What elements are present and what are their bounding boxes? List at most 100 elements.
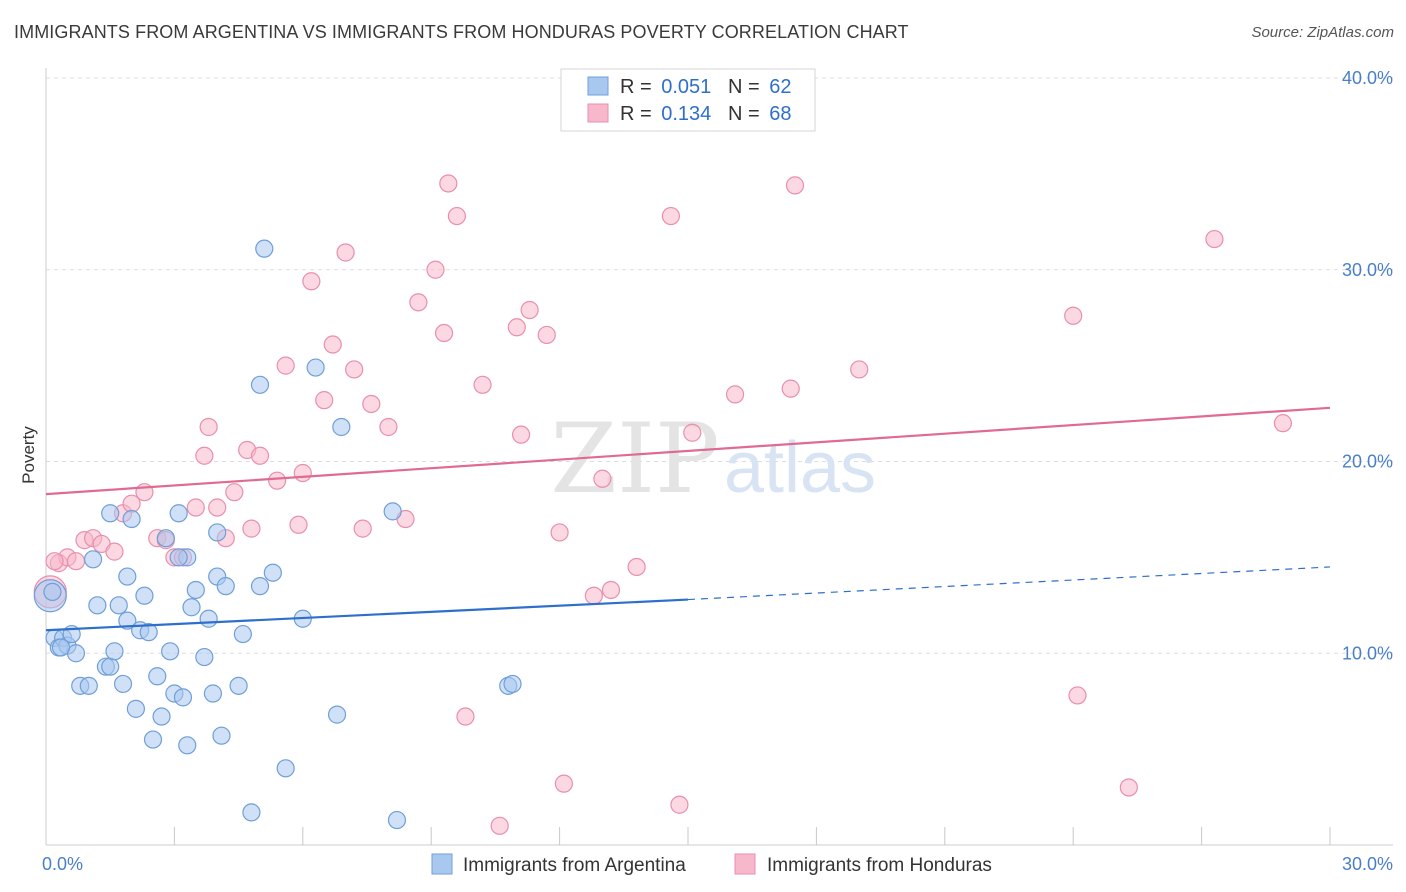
argentina-point: [212, 726, 231, 745]
legend-r-label: R =: [620, 76, 657, 98]
argentina-point: [83, 550, 103, 569]
argentina-point: [79, 676, 98, 695]
bottom-legend-swatch-argentina: [431, 853, 453, 875]
argentina-point: [139, 623, 158, 642]
legend-swatch-honduras: [587, 103, 609, 123]
honduras-point: [550, 523, 569, 542]
honduras-point: [473, 375, 492, 394]
argentina-point: [101, 504, 120, 523]
x-tick-label: 0.0%: [42, 854, 83, 874]
argentina-point: [250, 577, 270, 596]
honduras-point: [105, 542, 124, 561]
argentina-point: [242, 803, 261, 822]
legend-r-label: R =: [620, 103, 657, 125]
argentina-point: [186, 580, 205, 600]
argentina-point: [122, 509, 141, 529]
argentina-point: [113, 674, 133, 694]
honduras-point: [409, 293, 428, 312]
argentina-point: [148, 667, 167, 686]
argentina-point: [105, 642, 124, 661]
honduras-point: [507, 318, 526, 337]
honduras-trend-line: [45, 406, 1331, 496]
argentina-point: [503, 674, 522, 694]
honduras-point: [66, 552, 86, 571]
honduras-point: [293, 463, 312, 483]
honduras-point: [511, 425, 531, 444]
argentina-point: [327, 705, 347, 724]
svg-text:R = 0.134: R = 0.134: [620, 103, 711, 125]
y-tick-label: 10.0%: [1342, 643, 1393, 663]
honduras-point: [785, 176, 805, 195]
honduras-point: [1068, 686, 1087, 705]
honduras-point: [520, 300, 539, 320]
y-tick-label: 40.0%: [1342, 68, 1393, 88]
legend-r-value: 0.051: [661, 76, 711, 98]
grid-lines: [46, 77, 1393, 654]
honduras-point: [447, 206, 466, 226]
honduras-points: [33, 174, 1293, 835]
legend-box: R = 0.051 N = 62 R = 0.134 N = 68: [560, 68, 816, 132]
bottom-legend-swatch-honduras: [734, 853, 756, 875]
argentina-point: [387, 810, 407, 830]
argentina-point: [195, 647, 214, 667]
honduras-point: [490, 816, 509, 835]
watermark: ZIP atlas: [550, 403, 876, 515]
argentina-point: [118, 567, 137, 586]
argentina-point: [208, 523, 227, 542]
argentina-point: [203, 684, 223, 703]
honduras-point: [315, 391, 334, 410]
x-tick-label: 30.0%: [1342, 854, 1393, 874]
legend-n-value: 62: [769, 76, 791, 98]
honduras-point: [426, 260, 445, 279]
argentina-point: [143, 730, 163, 749]
svg-text:N = 62: N = 62: [728, 76, 792, 98]
honduras-point: [1119, 778, 1138, 797]
honduras-point: [225, 483, 244, 502]
argentina-point: [255, 239, 274, 258]
source-label: Source: ZipAtlas.com: [1251, 24, 1394, 41]
honduras-point: [584, 586, 603, 605]
bottom-legend-label-honduras: Immigrants from Honduras: [767, 855, 992, 876]
legend-n-value: 68: [769, 103, 791, 125]
argentina-point: [332, 417, 351, 437]
y-tick-label: 20.0%: [1342, 452, 1393, 472]
honduras-point: [781, 379, 800, 398]
legend-n-label: N =: [728, 103, 765, 125]
y-axis-label: Poverty: [19, 426, 38, 484]
argentina-point: [250, 375, 270, 394]
argentina-point: [156, 529, 175, 548]
honduras-point: [353, 519, 372, 538]
honduras-point: [186, 498, 205, 517]
argentina-point: [109, 596, 128, 615]
honduras-point: [195, 446, 214, 465]
argentina-point: [182, 598, 201, 617]
argentina-point: [51, 638, 71, 657]
honduras-point: [456, 707, 475, 726]
argentina-point: [178, 736, 197, 755]
honduras-point: [208, 498, 227, 517]
honduras-point: [1064, 306, 1083, 325]
honduras-point: [379, 417, 398, 437]
argentina-point: [169, 504, 188, 523]
trend-lines: [45, 406, 1331, 632]
honduras-point: [661, 206, 680, 226]
argentina-point: [126, 699, 145, 718]
honduras-point: [345, 360, 364, 379]
honduras-point: [627, 557, 646, 577]
bottom-legend: Immigrants from Argentina Immigrants fro…: [431, 853, 992, 876]
argentina-point: [43, 582, 62, 601]
honduras-point: [45, 552, 64, 571]
argentina-point: [135, 586, 154, 605]
honduras-point: [593, 469, 612, 488]
argentina-points: [33, 239, 522, 830]
svg-text:N = 68: N = 68: [728, 103, 792, 125]
legend-r-value: 0.134: [661, 103, 711, 125]
honduras-point: [850, 360, 869, 379]
legend-n-label: N =: [728, 76, 765, 98]
argentina-point: [101, 657, 120, 676]
axes: [45, 68, 1393, 846]
argentina-point: [161, 642, 180, 661]
honduras-point: [1205, 229, 1224, 249]
argentina-point: [233, 624, 252, 644]
